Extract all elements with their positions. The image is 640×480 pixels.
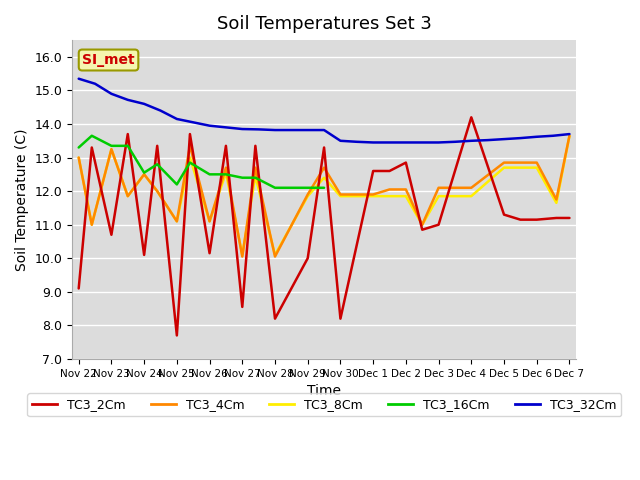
Title: Soil Temperatures Set 3: Soil Temperatures Set 3 — [216, 15, 431, 33]
Y-axis label: Soil Temperature (C): Soil Temperature (C) — [15, 128, 29, 271]
Text: SI_met: SI_met — [82, 53, 135, 67]
X-axis label: Time: Time — [307, 384, 341, 398]
Legend: TC3_2Cm, TC3_4Cm, TC3_8Cm, TC3_16Cm, TC3_32Cm: TC3_2Cm, TC3_4Cm, TC3_8Cm, TC3_16Cm, TC3… — [27, 394, 621, 417]
